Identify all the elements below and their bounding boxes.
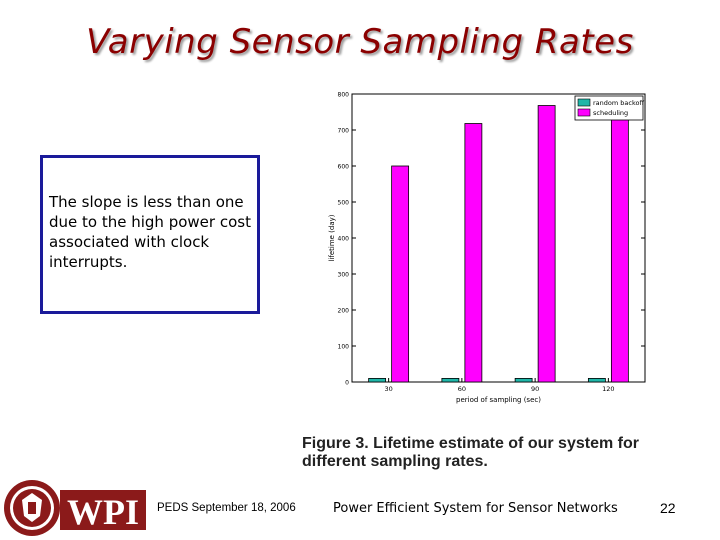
x-tick-label: 30 [384,385,392,393]
note-text: The slope is less than one due to the hi… [49,193,251,271]
y-tick-label: 0 [345,380,349,387]
footer-date: PEDS September 18, 2006 [157,502,296,514]
legend-label-scheduling: scheduling [593,109,628,117]
y-tick-label: 500 [338,200,350,207]
y-tick-label: 400 [338,236,350,243]
y-tick-label: 200 [338,308,350,315]
bar-random-backoff-30 [368,377,387,383]
bar-random-backoff-60 [441,377,460,383]
bar-scheduling-30 [391,165,410,383]
legend-label-random-backoff: random backoff [593,99,644,107]
legend-swatch-scheduling [577,108,591,117]
bar-random-backoff-120 [587,377,606,383]
bar-scheduling-90 [537,105,556,383]
bar-random-backoff-90 [514,377,533,383]
y-tick-label: 100 [338,344,350,351]
y-axis-label: lifetime (day) [328,214,336,261]
x-tick-label: 90 [531,385,539,393]
wpi-seal-icon [4,480,60,536]
x-tick-label: 60 [458,385,466,393]
page-number: 22 [660,500,676,516]
figure-caption: Figure 3. Lifetime estimate of our syste… [302,435,639,470]
bar-scheduling-60 [464,123,483,383]
wpi-wordmark: WPI [60,490,146,532]
legend-swatch-random-backoff [577,98,591,107]
footer-title: Power Efficient System for Sensor Networ… [333,501,618,516]
lifetime-bar-chart: 0 100 200 300 400 500 600 700 800 lifetime (day) 3… [328,92,646,404]
x-axis-label: period of sampling (sec) [456,396,541,404]
y-tick-label: 600 [338,164,350,171]
wpi-logo: WPI [4,480,146,536]
svg-text:WPI: WPI [67,492,139,532]
slide-title: Varying Sensor Sampling Rates [86,22,634,62]
note-box: The slope is less than one due to the hi… [40,155,260,314]
y-tick-label: 700 [338,128,350,135]
y-tick-label: 300 [338,272,350,279]
y-tick-label: 800 [338,92,350,99]
x-tick-label: 120 [602,385,614,393]
bar-scheduling-120 [610,97,629,383]
